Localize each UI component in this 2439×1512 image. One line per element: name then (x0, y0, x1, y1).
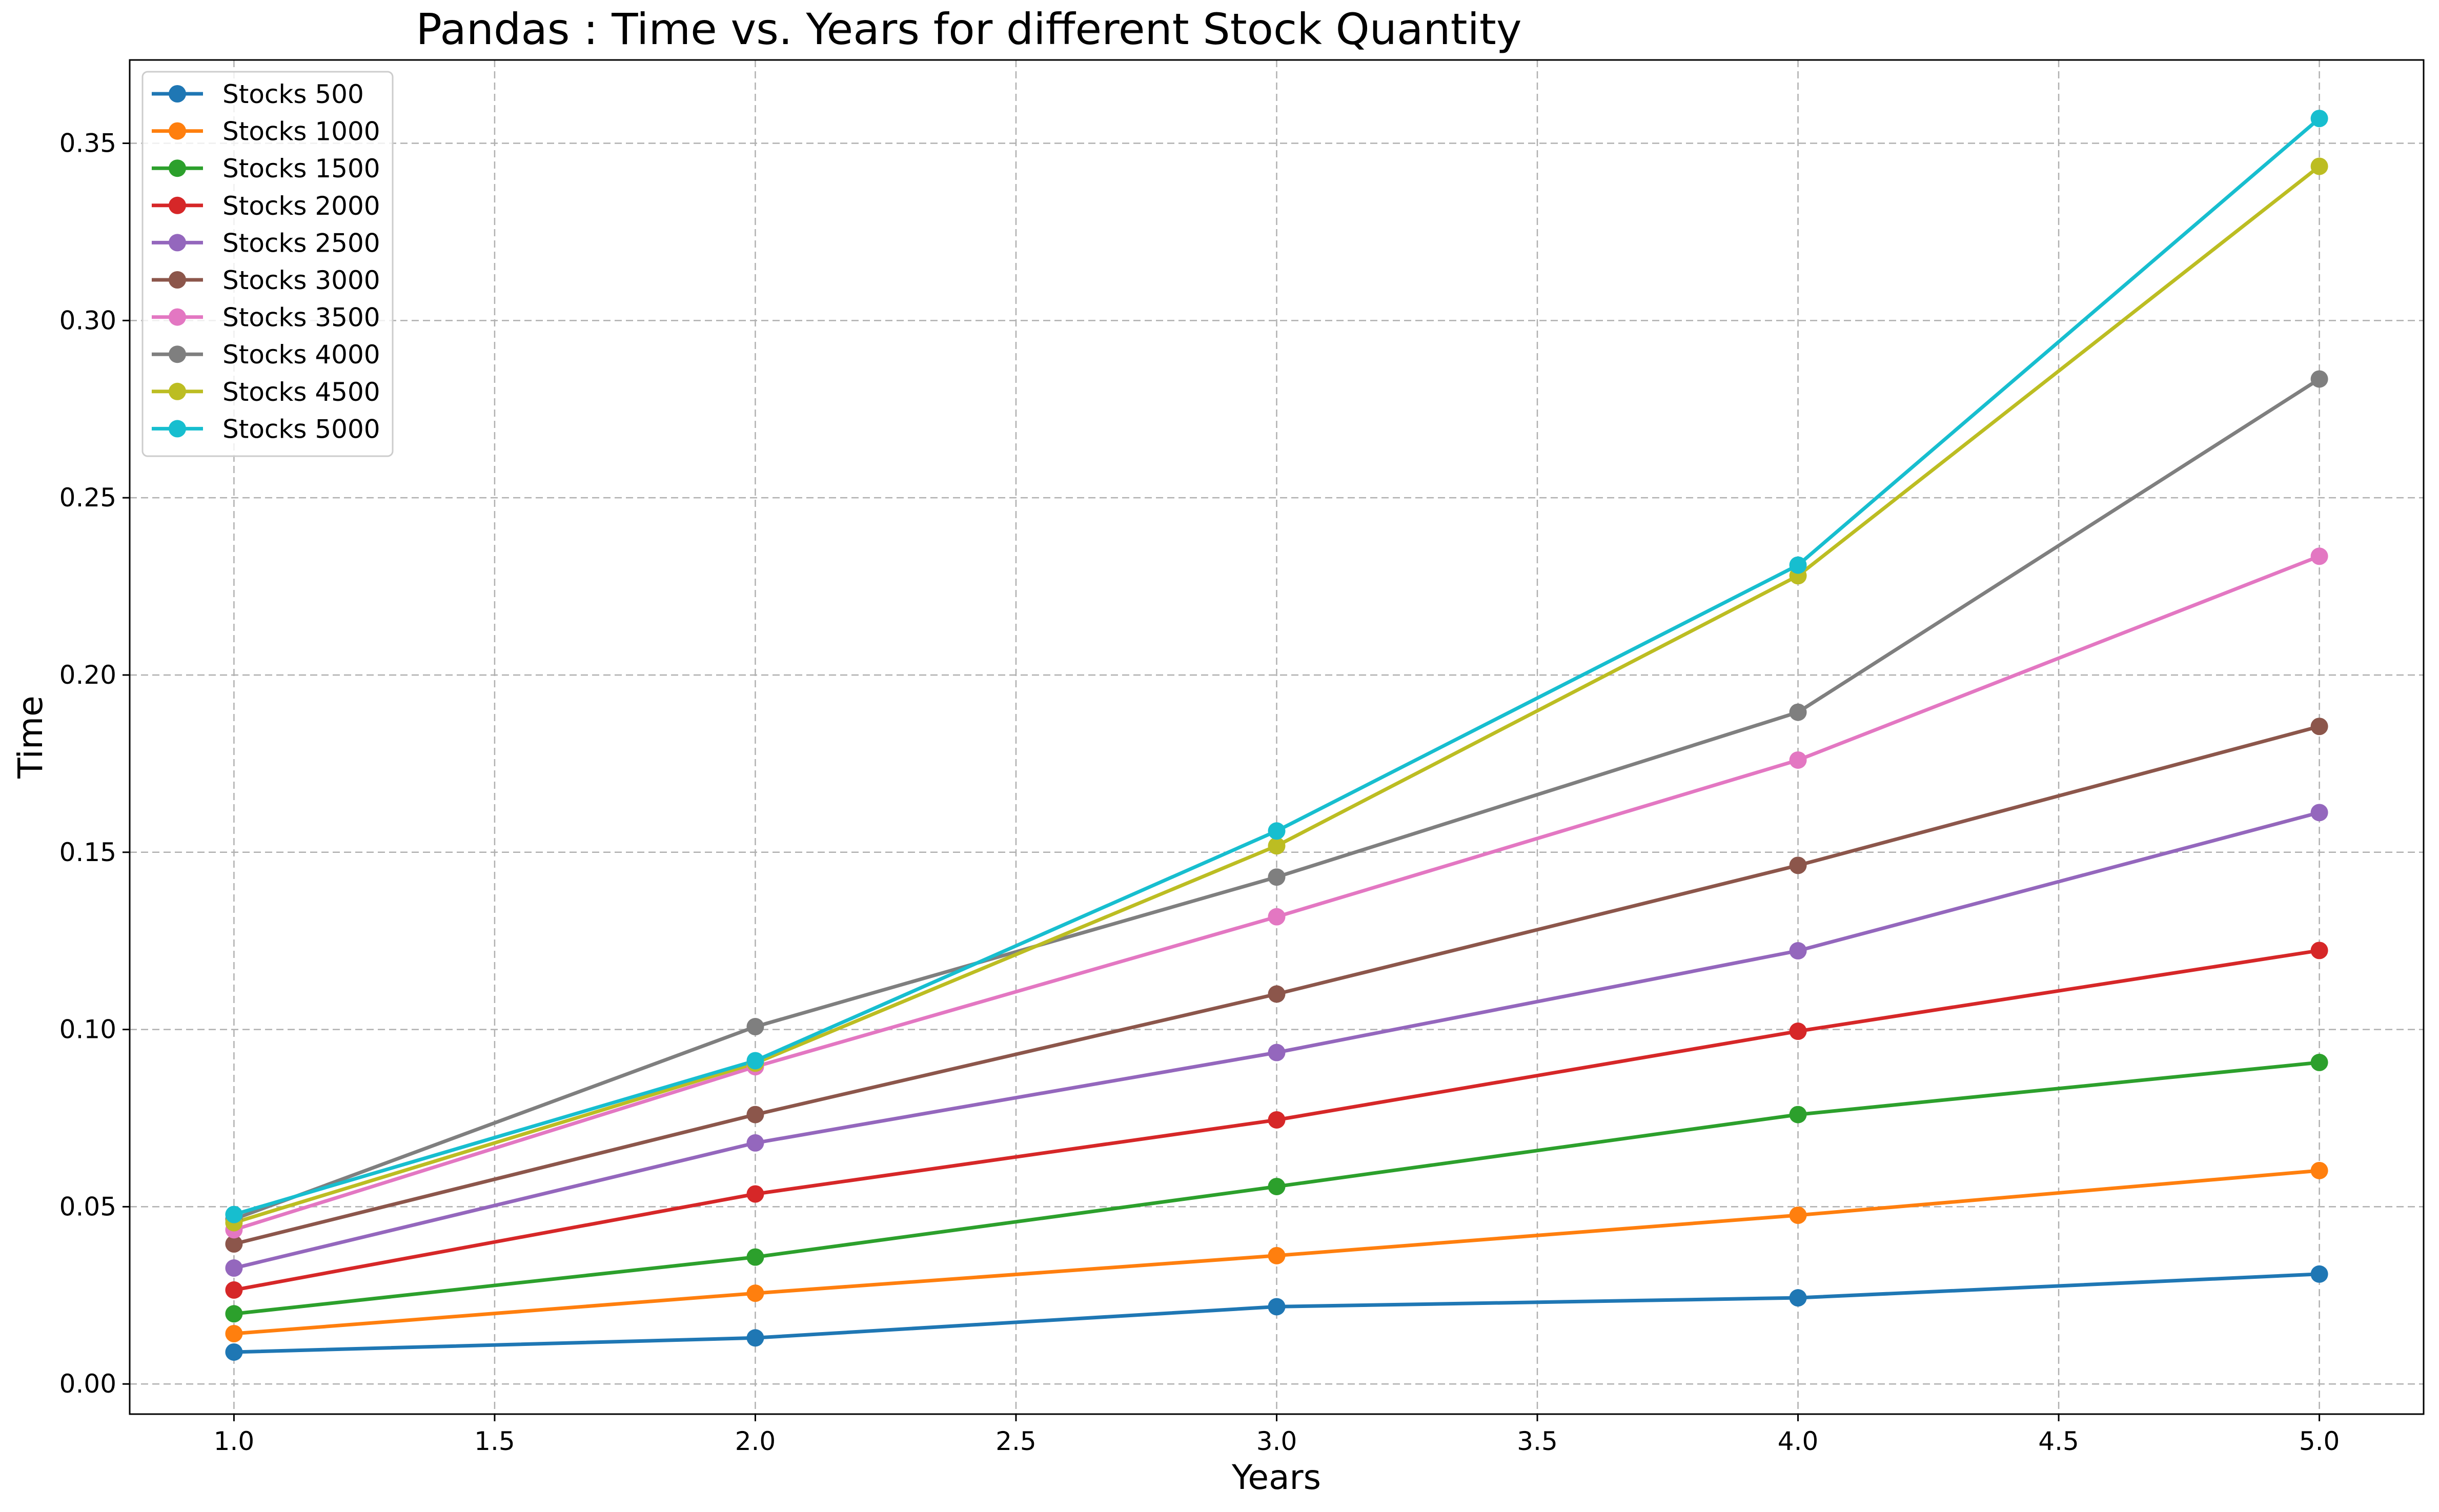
data-point (2310, 718, 2328, 735)
y-tick-label: 0.05 (59, 1192, 116, 1221)
data-point (2310, 804, 2328, 822)
data-point (225, 1235, 243, 1253)
legend-label: Stocks 5000 (222, 414, 380, 444)
data-point (2310, 370, 2328, 388)
data-point (2310, 1053, 2328, 1071)
legend-swatch-marker (169, 122, 186, 140)
data-point (225, 1325, 243, 1343)
x-tick-label: 1.0 (214, 1426, 255, 1456)
data-point (2310, 942, 2328, 959)
data-point (1789, 751, 1807, 769)
legend-label: Stocks 4500 (222, 377, 380, 407)
data-point (2310, 110, 2328, 128)
legend-label: Stocks 1000 (222, 117, 380, 147)
data-point (2310, 547, 2328, 565)
x-tick-label: 1.5 (474, 1426, 515, 1456)
y-axis-ticks: 0.00 0.05 0.10 0.15 0.20 0.25 0.30 0.35 (59, 129, 130, 1399)
data-point (1268, 908, 1286, 926)
data-point (1268, 1298, 1286, 1316)
data-point (1789, 942, 1807, 960)
data-point (746, 1185, 764, 1203)
y-tick-label: 0.10 (59, 1015, 116, 1045)
data-point (746, 1018, 764, 1036)
legend-label: Stocks 1500 (222, 154, 380, 183)
x-tick-label: 2.0 (735, 1426, 776, 1456)
legend-label: Stocks 500 (222, 79, 364, 109)
y-tick-label: 0.25 (59, 483, 116, 513)
data-point (1268, 822, 1286, 840)
legend-swatch-marker (169, 308, 186, 326)
data-point (1268, 1111, 1286, 1129)
data-point (1789, 1106, 1807, 1123)
y-tick-label: 0.15 (59, 837, 116, 867)
legend-swatch-marker (169, 345, 186, 363)
legend-swatch-marker (169, 196, 186, 214)
legend-swatch-marker (169, 420, 186, 438)
data-point (225, 1259, 243, 1277)
legend-label: Stocks 3000 (222, 265, 380, 295)
data-point (2310, 157, 2328, 175)
x-tick-label: 4.5 (2038, 1426, 2079, 1456)
legend-swatch-marker (169, 382, 186, 400)
legend-box (141, 71, 394, 457)
data-point (2310, 1265, 2328, 1283)
x-tick-label: 2.5 (995, 1426, 1036, 1456)
data-point (2310, 1161, 2328, 1179)
chart-title: Pandas : Time vs. Years for different St… (416, 4, 1521, 54)
y-tick-label: 0.35 (59, 129, 116, 158)
data-point (1268, 985, 1286, 1003)
data-point (1789, 856, 1807, 874)
data-point (1789, 1289, 1807, 1307)
data-point (746, 1284, 764, 1302)
x-tick-label: 3.0 (1256, 1426, 1297, 1456)
legend-label: Stocks 2500 (222, 228, 380, 258)
legend-swatch-marker (169, 159, 186, 177)
y-tick-label: 0.30 (59, 305, 116, 335)
x-tick-label: 5.0 (2299, 1426, 2340, 1456)
x-tick-label: 4.0 (1778, 1426, 1819, 1456)
data-point (1789, 1206, 1807, 1224)
data-point (1268, 868, 1286, 886)
data-point (746, 1106, 764, 1123)
data-point (1789, 556, 1807, 574)
legend-swatch-marker (169, 271, 186, 289)
x-axis-ticks: 1.0 1.5 2.0 2.5 3.0 3.5 4.0 4.5 5.0 (214, 1414, 2340, 1456)
legend-swatch-marker (169, 85, 186, 103)
legend-label: Stocks 2000 (222, 191, 380, 221)
legend-swatch-marker (169, 234, 186, 252)
y-axis-label: Time (11, 696, 50, 779)
x-tick-label: 3.5 (1517, 1426, 1558, 1456)
data-point (746, 1248, 764, 1266)
data-point (1789, 1023, 1807, 1040)
x-axis-label: Years (1231, 1458, 1321, 1497)
legend-label: Stocks 3500 (222, 303, 380, 333)
data-point (225, 1281, 243, 1299)
data-point (1789, 703, 1807, 721)
data-point (1268, 837, 1286, 855)
data-point (1268, 1044, 1286, 1061)
data-point (746, 1134, 764, 1152)
grid-lines (130, 60, 2424, 1414)
series-markers (225, 110, 2328, 1361)
y-tick-label: 0.00 (59, 1369, 116, 1399)
data-point (746, 1052, 764, 1070)
data-point (225, 1205, 243, 1223)
data-point (1268, 1177, 1286, 1195)
legend: Stocks 500 Stocks 1000 Stocks 1500 Stocks 2… (141, 71, 394, 457)
data-point (746, 1329, 764, 1347)
y-tick-label: 0.20 (59, 660, 116, 690)
data-point (1268, 1247, 1286, 1264)
data-point (225, 1305, 243, 1323)
legend-label: Stocks 4000 (222, 340, 380, 370)
data-point (225, 1343, 243, 1361)
